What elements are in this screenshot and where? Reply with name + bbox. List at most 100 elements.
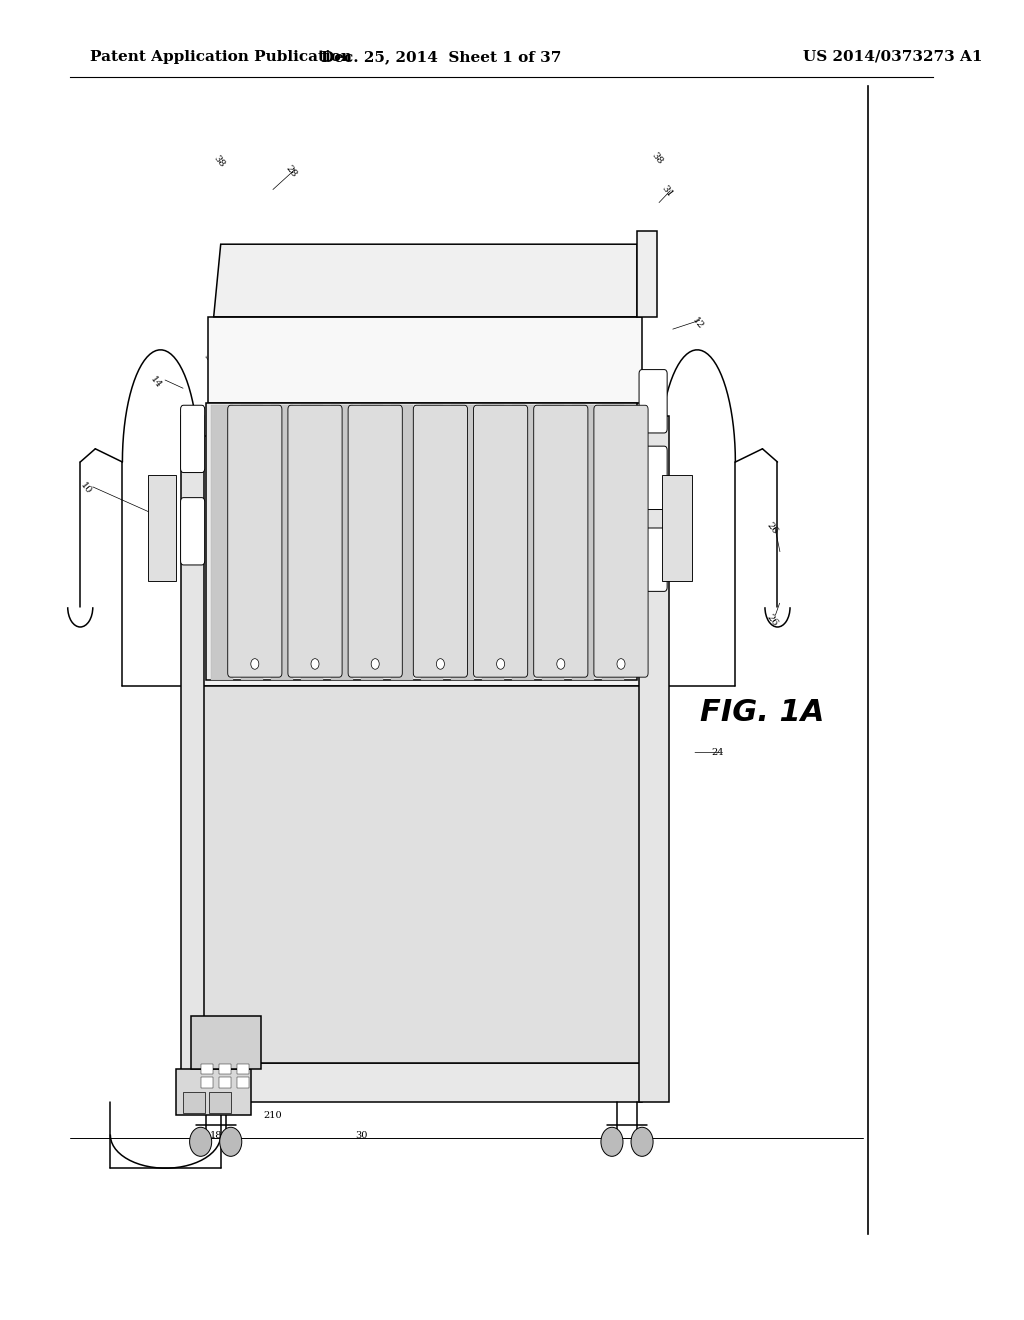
Circle shape xyxy=(220,1127,242,1156)
Text: US 2014/0373273 A1: US 2014/0373273 A1 xyxy=(803,50,982,63)
Polygon shape xyxy=(639,416,669,1102)
Polygon shape xyxy=(196,1063,642,1102)
Text: 112: 112 xyxy=(227,300,246,321)
Bar xyxy=(201,1064,213,1074)
Text: 114: 114 xyxy=(242,533,260,554)
FancyBboxPatch shape xyxy=(227,405,282,677)
Text: 14: 14 xyxy=(148,375,163,391)
Polygon shape xyxy=(452,405,473,680)
Polygon shape xyxy=(148,475,175,581)
Polygon shape xyxy=(214,244,637,317)
Text: 116: 116 xyxy=(564,409,583,430)
Text: 34: 34 xyxy=(252,441,266,457)
Text: 144: 144 xyxy=(252,517,270,539)
Text: 124: 124 xyxy=(223,507,242,528)
Circle shape xyxy=(436,659,444,669)
Text: 22: 22 xyxy=(495,428,509,444)
Text: 116: 116 xyxy=(330,405,348,426)
Polygon shape xyxy=(206,403,637,680)
Circle shape xyxy=(311,659,319,669)
FancyBboxPatch shape xyxy=(180,498,205,565)
Text: 210: 210 xyxy=(263,1111,283,1119)
Polygon shape xyxy=(196,686,647,1063)
Circle shape xyxy=(371,659,379,669)
Polygon shape xyxy=(421,405,443,680)
Polygon shape xyxy=(190,1016,261,1069)
Polygon shape xyxy=(481,405,504,680)
Text: 12: 12 xyxy=(690,315,705,331)
Bar xyxy=(182,1092,205,1113)
FancyBboxPatch shape xyxy=(180,405,205,473)
Text: 1120: 1120 xyxy=(252,314,274,341)
Text: 30: 30 xyxy=(355,1131,368,1139)
Text: 234: 234 xyxy=(269,504,288,525)
Text: 113a: 113a xyxy=(285,338,307,362)
Bar xyxy=(209,1092,230,1113)
Text: 116: 116 xyxy=(263,445,283,466)
Bar xyxy=(219,1077,230,1088)
Text: 212: 212 xyxy=(290,564,308,585)
Text: 26: 26 xyxy=(765,612,780,628)
Text: 32: 32 xyxy=(303,527,318,543)
Circle shape xyxy=(189,1127,212,1156)
Text: 40: 40 xyxy=(231,263,246,279)
Polygon shape xyxy=(301,405,323,680)
Text: 116: 116 xyxy=(460,392,479,413)
Text: 132: 132 xyxy=(207,531,225,552)
Polygon shape xyxy=(208,317,642,403)
FancyBboxPatch shape xyxy=(534,405,588,677)
Circle shape xyxy=(631,1127,653,1156)
FancyBboxPatch shape xyxy=(639,446,668,510)
Polygon shape xyxy=(542,405,564,680)
Text: 20: 20 xyxy=(524,348,539,364)
Text: 10: 10 xyxy=(78,480,92,496)
Polygon shape xyxy=(241,405,263,680)
Polygon shape xyxy=(331,405,353,680)
Text: 126: 126 xyxy=(233,483,252,504)
Polygon shape xyxy=(512,405,534,680)
Polygon shape xyxy=(602,405,624,680)
FancyBboxPatch shape xyxy=(594,405,648,677)
Text: Dec. 25, 2014  Sheet 1 of 37: Dec. 25, 2014 Sheet 1 of 37 xyxy=(322,50,561,63)
Text: 116: 116 xyxy=(395,396,414,417)
Circle shape xyxy=(617,659,625,669)
FancyBboxPatch shape xyxy=(414,405,468,677)
Text: 110: 110 xyxy=(342,385,360,407)
Text: 26: 26 xyxy=(765,520,780,536)
Circle shape xyxy=(497,659,505,669)
Polygon shape xyxy=(180,416,204,1102)
FancyBboxPatch shape xyxy=(639,370,668,433)
Polygon shape xyxy=(211,405,232,680)
Circle shape xyxy=(251,659,259,669)
Polygon shape xyxy=(571,405,594,680)
FancyBboxPatch shape xyxy=(473,405,527,677)
Bar xyxy=(201,1077,213,1088)
FancyBboxPatch shape xyxy=(348,405,402,677)
Bar xyxy=(237,1064,249,1074)
Text: 33: 33 xyxy=(529,527,544,543)
Polygon shape xyxy=(175,1069,251,1115)
Text: 116: 116 xyxy=(525,392,544,413)
Bar xyxy=(219,1064,230,1074)
Circle shape xyxy=(601,1127,623,1156)
Text: 24: 24 xyxy=(711,748,724,756)
Polygon shape xyxy=(196,436,647,686)
Text: 31: 31 xyxy=(659,183,675,199)
Text: 38: 38 xyxy=(211,153,226,169)
Text: FIG. 1A: FIG. 1A xyxy=(700,698,824,727)
Text: 134: 134 xyxy=(216,515,236,536)
Text: 18: 18 xyxy=(210,1131,222,1139)
Text: Patent Application Publication: Patent Application Publication xyxy=(90,50,352,63)
Bar xyxy=(237,1077,249,1088)
FancyBboxPatch shape xyxy=(288,405,342,677)
Text: 28: 28 xyxy=(284,164,298,180)
Polygon shape xyxy=(637,231,657,317)
Polygon shape xyxy=(271,405,293,680)
Polygon shape xyxy=(361,405,383,680)
Polygon shape xyxy=(391,405,414,680)
FancyBboxPatch shape xyxy=(639,528,668,591)
Text: 38: 38 xyxy=(650,150,665,166)
Polygon shape xyxy=(663,475,692,581)
Text: 36: 36 xyxy=(202,351,216,367)
Circle shape xyxy=(557,659,565,669)
